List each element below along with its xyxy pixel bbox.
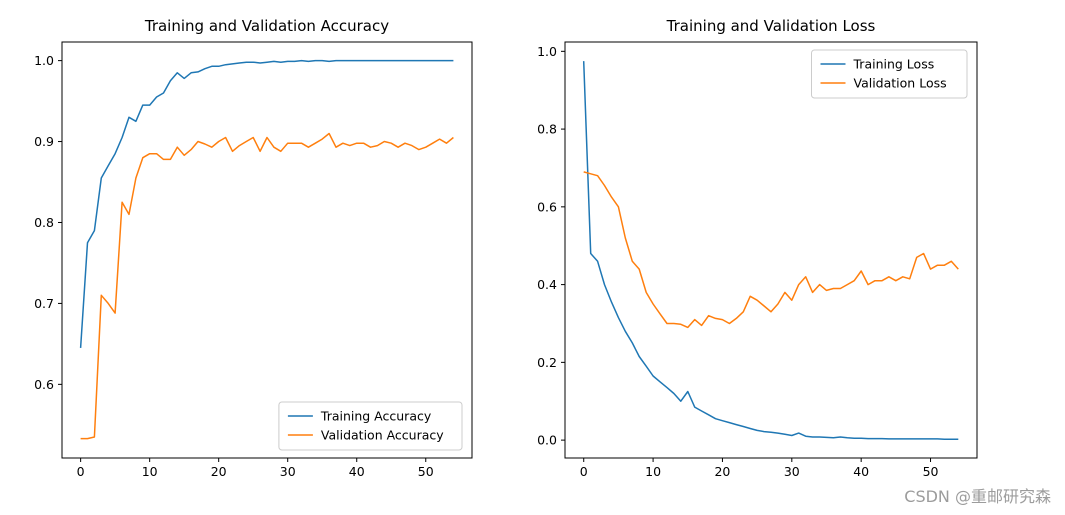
y-tick-label: 0.6 xyxy=(537,199,557,214)
y-tick-label: 0.0 xyxy=(537,433,557,448)
accuracy-chart: 0 10 20 30 40 50 0.6 0.7 0.8 0.9 1.0 Training and V… xyxy=(0,0,532,515)
x-tick-label: 40 xyxy=(853,464,869,479)
series-line-validation-loss xyxy=(583,171,959,329)
x-tick-label: 50 xyxy=(923,464,939,479)
x-tick-label: 50 xyxy=(418,464,434,479)
legend-label: Validation Loss xyxy=(854,76,947,91)
x-tick-label: 20 xyxy=(714,464,730,479)
x-tick-label: 10 xyxy=(142,464,158,479)
y-tick-label: 0.8 xyxy=(34,215,54,230)
legend-label: Training Loss xyxy=(853,57,935,72)
axes-frame xyxy=(61,41,473,459)
series-line-training-accuracy xyxy=(79,59,454,348)
x-tick-label: 30 xyxy=(280,464,296,479)
loss-chart-svg: 0 10 20 30 40 50 0.0 0.2 0.4 0.6 0.8 1.0 Training an… xyxy=(537,17,978,479)
watermark: CSDN @重邮研究森 xyxy=(904,487,1051,506)
series-line-training-loss xyxy=(582,61,959,441)
series-line-validation-accuracy xyxy=(80,132,454,440)
accuracy-chart-svg: 0 10 20 30 40 50 0.6 0.7 0.8 0.9 1.0 Training and V… xyxy=(34,17,473,479)
y-tick-label: 0.7 xyxy=(34,296,54,311)
y-tick-label: 0.9 xyxy=(34,134,54,149)
x-tick-label: 30 xyxy=(784,464,800,479)
y-tick-label: 0.6 xyxy=(34,377,54,392)
y-tick-label: 0.4 xyxy=(537,277,557,292)
legend-label: Validation Accuracy xyxy=(321,428,444,443)
x-tick-label: 0 xyxy=(580,464,588,479)
y-tick-label: 1.0 xyxy=(34,53,54,68)
y-tick-label: 0.2 xyxy=(537,355,557,370)
legend-label: Training Accuracy xyxy=(320,409,432,424)
x-tick-label: 0 xyxy=(77,464,85,479)
axes-frame xyxy=(564,41,978,459)
x-tick-label: 40 xyxy=(349,464,365,479)
x-tick-label: 20 xyxy=(211,464,227,479)
chart-title: Training and Validation Loss xyxy=(666,17,876,35)
x-tick-label: 10 xyxy=(645,464,661,479)
y-tick-label: 1.0 xyxy=(537,44,557,59)
legend-box xyxy=(278,401,463,451)
legend-box xyxy=(811,49,968,99)
y-tick-label: 0.8 xyxy=(537,122,557,137)
chart-title: Training and Validation Accuracy xyxy=(144,17,389,35)
loss-chart: 0 10 20 30 40 50 0.0 0.2 0.4 0.6 0.8 1.0 Training an… xyxy=(532,0,1065,515)
